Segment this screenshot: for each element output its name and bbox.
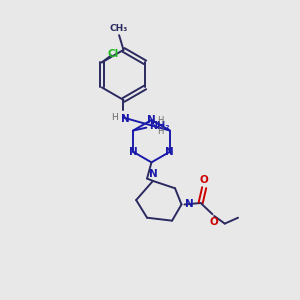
- Text: N: N: [148, 169, 157, 179]
- Text: N: N: [121, 114, 129, 124]
- Text: N: N: [185, 200, 194, 209]
- Text: N: N: [166, 147, 174, 157]
- Text: O: O: [209, 217, 218, 227]
- Text: O: O: [200, 175, 208, 185]
- Text: CH₃: CH₃: [110, 24, 128, 33]
- Text: H: H: [157, 127, 164, 136]
- Text: NH₂: NH₂: [149, 121, 170, 131]
- Text: Cl: Cl: [108, 49, 119, 58]
- Text: N: N: [129, 147, 137, 157]
- Text: H: H: [111, 112, 118, 122]
- Text: H: H: [157, 116, 164, 125]
- Text: N: N: [147, 115, 156, 125]
